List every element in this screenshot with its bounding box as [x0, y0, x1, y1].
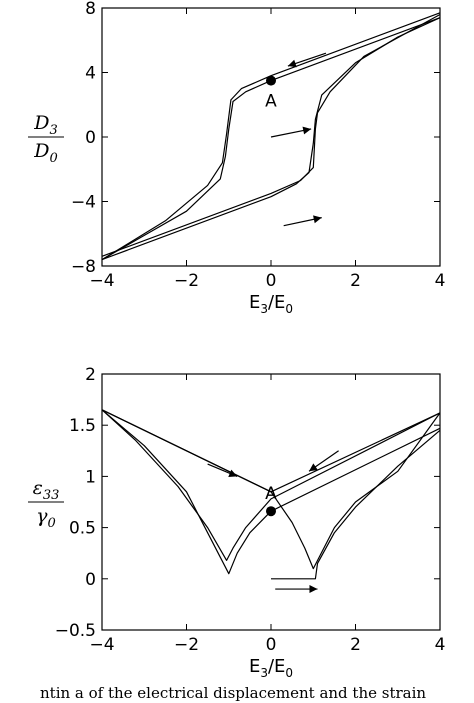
series-line-1 — [101, 409, 441, 562]
y-tick-label: −0.5 — [55, 621, 96, 641]
direction-arrow-head-1 — [309, 463, 318, 472]
y-axis-label-denominator: γ0 — [36, 505, 56, 531]
y-tick-label: 1.5 — [69, 416, 96, 436]
x-tick-label: −2 — [174, 635, 199, 655]
series-line-0 — [101, 409, 441, 575]
y-tick-label: 0 — [85, 570, 96, 590]
y-tick-label: 2 — [85, 365, 96, 385]
x-tick-label: 0 — [266, 271, 277, 291]
y-tick-label: 0 — [85, 128, 96, 148]
direction-arrow-head-2 — [309, 585, 318, 594]
x-tick-label: −4 — [89, 635, 114, 655]
y-tick-label: 4 — [85, 64, 96, 84]
y-axis-label-numerator: ε33 — [33, 477, 60, 503]
direction-arrow-head-0 — [228, 469, 238, 478]
caption-text: ntin a of the electrical displacement an… — [40, 684, 427, 702]
direction-arrow-head-1 — [302, 126, 312, 135]
x-tick-label: −4 — [89, 271, 114, 291]
x-tick-label: 2 — [350, 635, 361, 655]
y-tick-label: −4 — [71, 193, 96, 213]
direction-arrow-head-0 — [287, 59, 297, 68]
series-line-0 — [101, 17, 441, 261]
direction-arrow-head-2 — [313, 215, 322, 224]
y-axis-label-denominator: D0 — [33, 140, 58, 166]
series-line-1 — [101, 12, 441, 261]
y-tick-label: −8 — [71, 257, 96, 277]
point-a-label: A — [265, 484, 277, 504]
series-line-3 — [271, 429, 441, 580]
y-tick-label: 0.5 — [69, 519, 96, 539]
series-line-4 — [101, 409, 441, 493]
x-axis-label: E3/E0 — [249, 656, 293, 680]
x-tick-label: 4 — [435, 635, 446, 655]
x-tick-label: 4 — [435, 271, 446, 291]
point-a-marker — [266, 75, 276, 86]
series-line-2 — [101, 409, 441, 570]
x-tick-label: 2 — [350, 271, 361, 291]
point-a-marker — [266, 506, 276, 517]
y-tick-label: 1 — [85, 467, 96, 487]
y-tick-label: 8 — [85, 0, 96, 19]
x-tick-label: −2 — [174, 271, 199, 291]
x-axis-label: E3/E0 — [249, 292, 293, 316]
point-a-label: A — [265, 92, 277, 112]
series-line-2 — [101, 17, 441, 261]
y-axis-label-numerator: D3 — [33, 112, 58, 138]
x-tick-label: 0 — [266, 635, 277, 655]
series-line-3 — [101, 13, 441, 257]
